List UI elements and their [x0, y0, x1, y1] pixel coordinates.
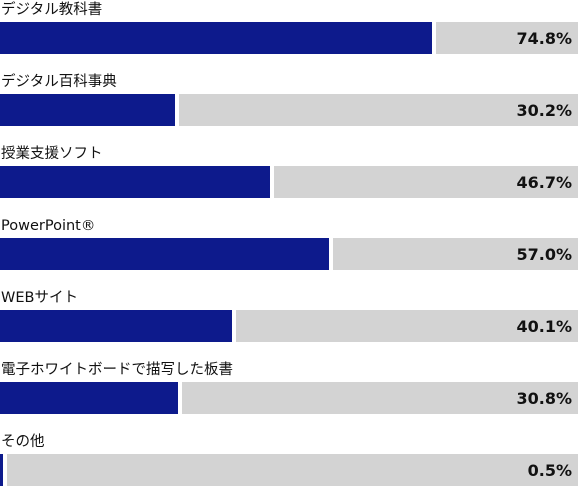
value-label: 57.0% — [516, 245, 572, 264]
bar-track — [0, 310, 578, 342]
value-label: 46.7% — [516, 173, 572, 192]
bar-row: WEBサイト 40.1% — [0, 288, 578, 360]
bar — [0, 238, 329, 270]
bar-remainder — [236, 310, 578, 342]
bar-row: デジタル百科事典 30.2% — [0, 72, 578, 144]
bar-remainder — [436, 22, 578, 54]
category-label: デジタル百科事典 — [1, 74, 117, 90]
bar — [0, 382, 178, 414]
bar-track — [0, 22, 578, 54]
bar-remainder — [7, 454, 578, 486]
category-label: 電子ホワイトボードで描写した板書 — [1, 362, 233, 378]
bar-remainder — [182, 382, 578, 414]
bar — [0, 22, 432, 54]
bar-row: 電子ホワイトボードで描写した板書 30.8% — [0, 360, 578, 432]
bar-chart: デジタル教科書 74.8% デジタル百科事典 30.2% 授業支援ソフト 46.7% Pow… — [0, 0, 578, 486]
category-label: WEBサイト — [1, 290, 78, 306]
value-label: 30.2% — [516, 101, 572, 120]
value-label: 0.5% — [527, 461, 572, 480]
bar-track — [0, 94, 578, 126]
bar — [0, 166, 270, 198]
bar-track — [0, 166, 578, 198]
value-label: 74.8% — [516, 29, 572, 48]
bar — [0, 94, 175, 126]
bar-row: デジタル教科書 74.8% — [0, 0, 578, 72]
category-label: その他 — [1, 434, 45, 450]
bar-remainder — [274, 166, 578, 198]
category-label: 授業支援ソフト — [1, 146, 103, 162]
bar-track — [0, 454, 578, 486]
bar-remainder — [333, 238, 578, 270]
bar — [0, 310, 232, 342]
category-label: デジタル教科書 — [1, 2, 103, 18]
value-label: 30.8% — [516, 389, 572, 408]
bar-row: その他 0.5% — [0, 432, 578, 504]
bar-remainder — [179, 94, 578, 126]
bar — [0, 454, 3, 486]
value-label: 40.1% — [516, 317, 572, 336]
bar-row: 授業支援ソフト 46.7% — [0, 144, 578, 216]
category-label: PowerPoint® — [1, 218, 96, 234]
bar-track — [0, 382, 578, 414]
bar-row: PowerPoint® 57.0% — [0, 216, 578, 288]
bar-track — [0, 238, 578, 270]
